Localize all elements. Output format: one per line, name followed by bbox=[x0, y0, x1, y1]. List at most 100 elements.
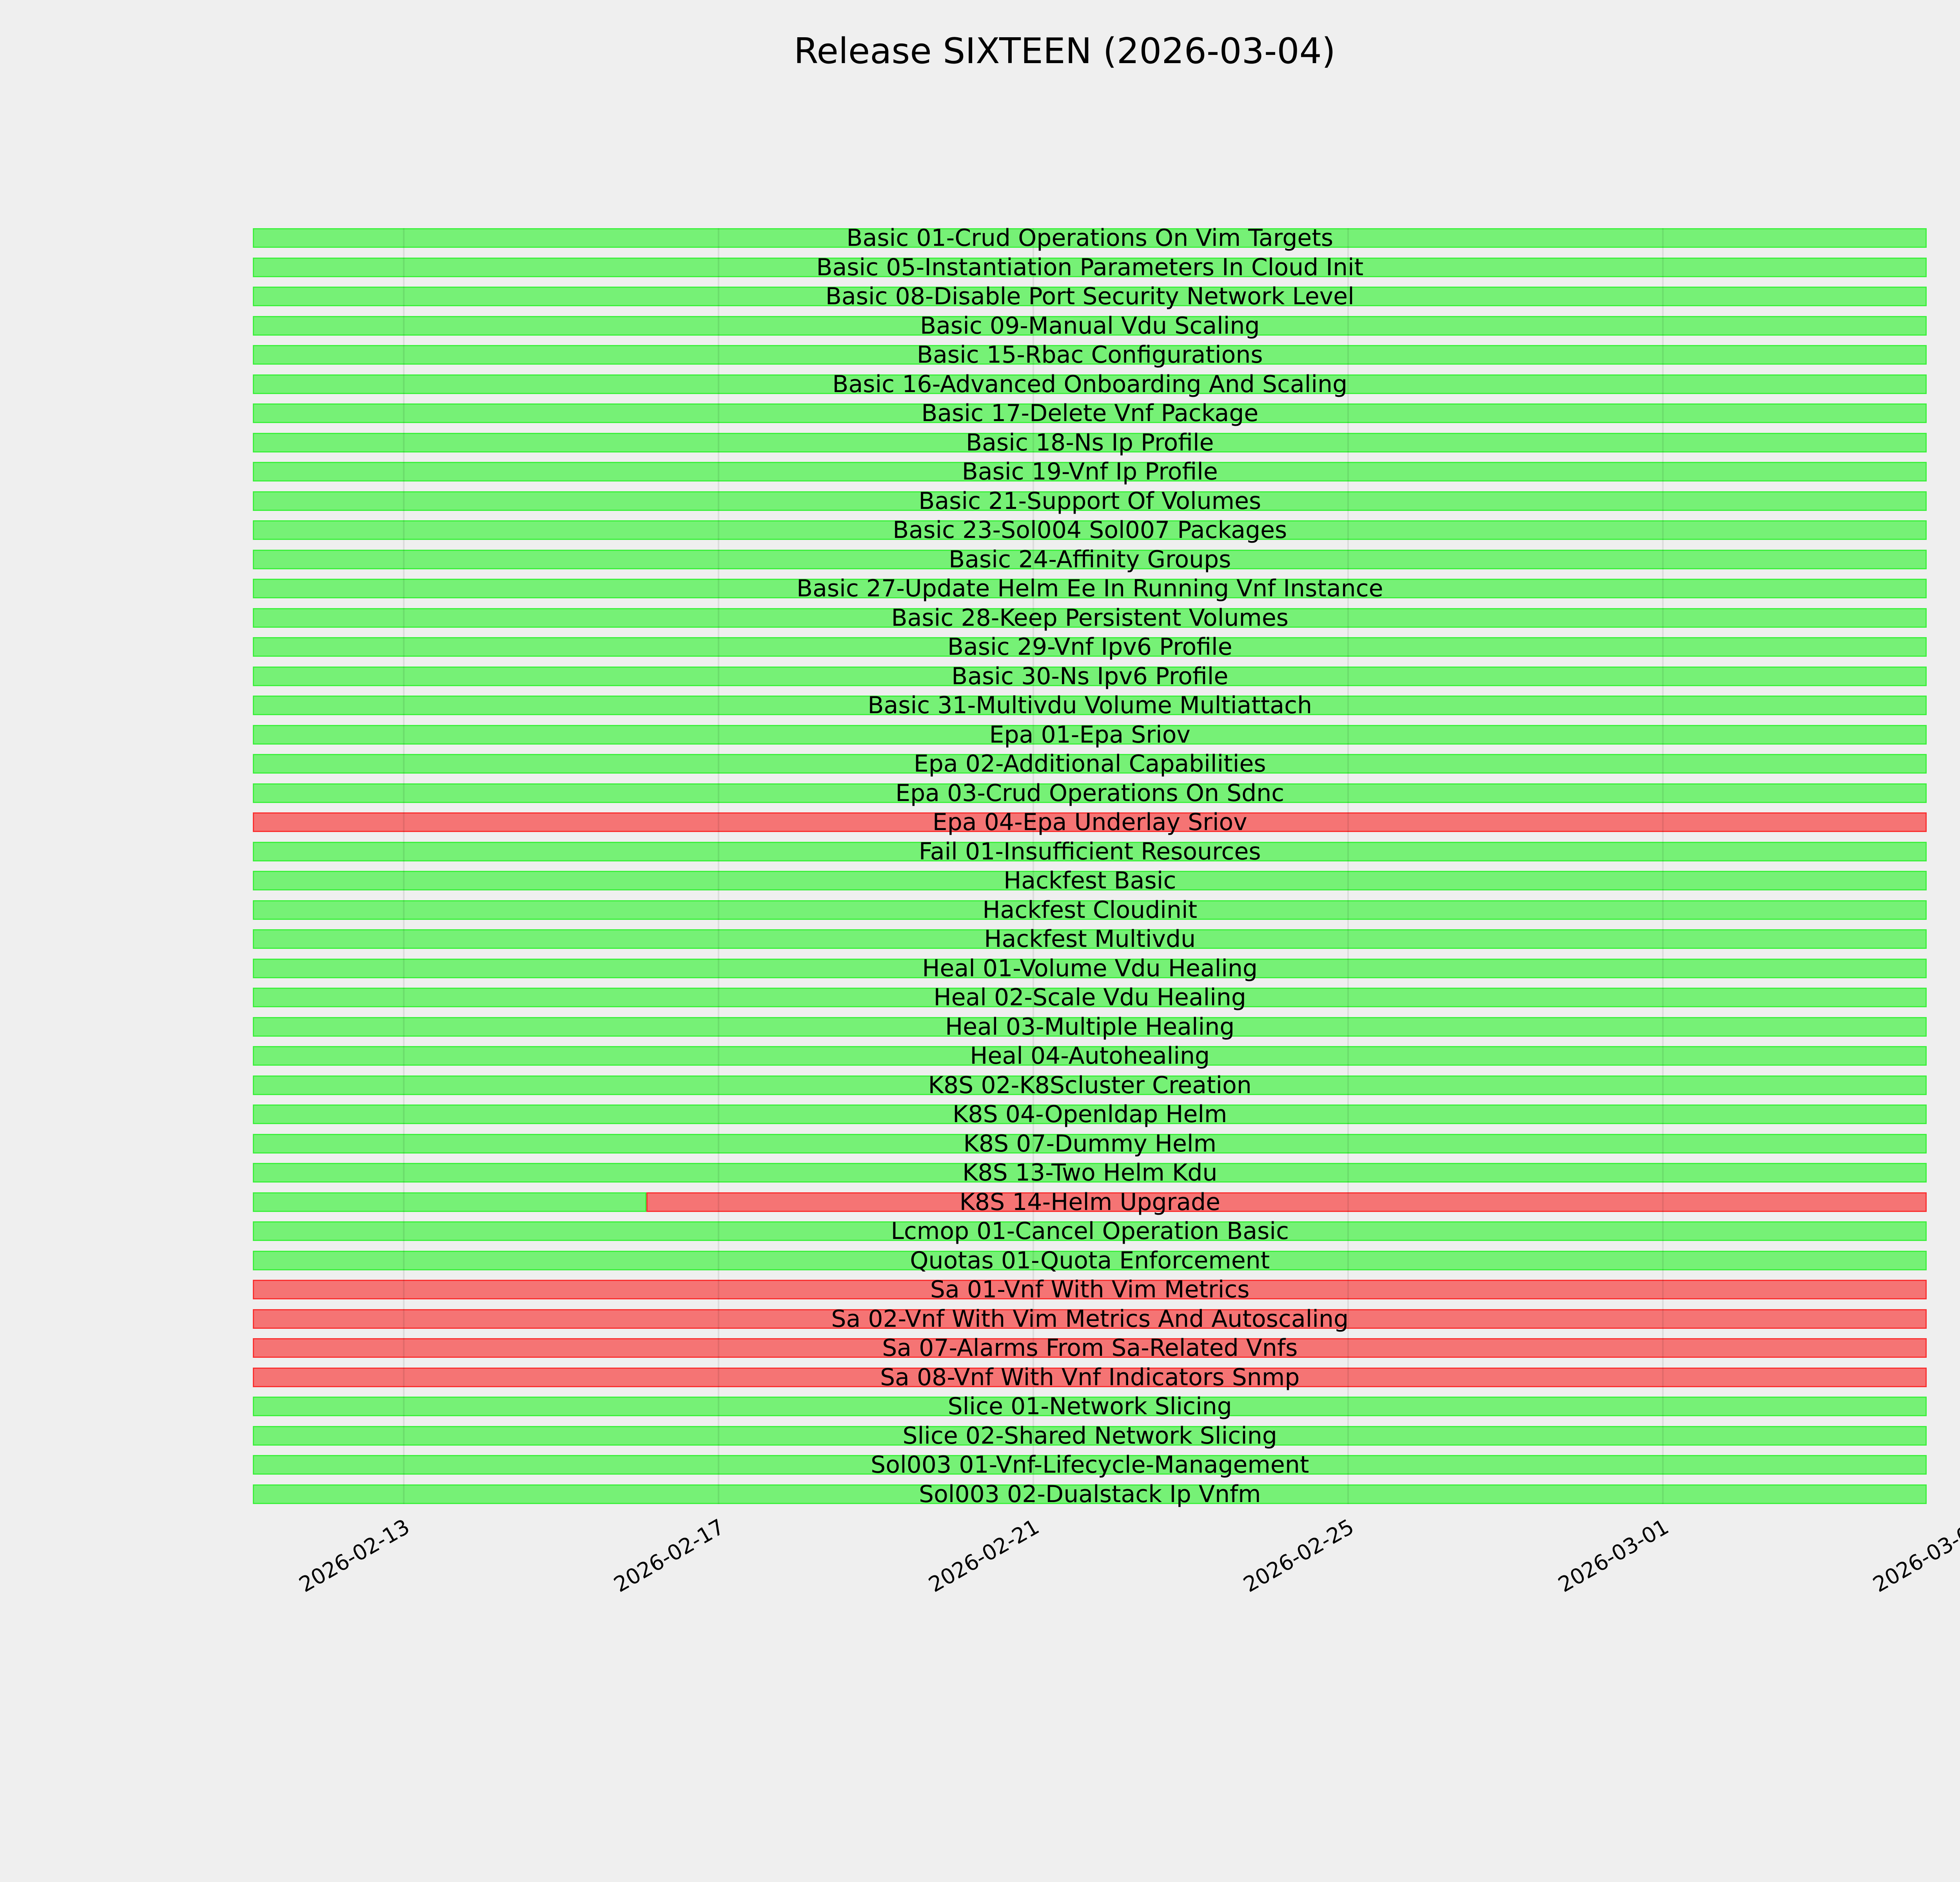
task-label: Quotas 01-Quota Enforcement bbox=[910, 1246, 1270, 1274]
task-row: Epa 01-Epa Sriov bbox=[0, 721, 1960, 748]
task-row: Basic 19-Vnf Ip Profile bbox=[0, 458, 1960, 485]
task-bar-segment bbox=[253, 637, 1927, 657]
task-label: Basic 17-Delete Vnf Package bbox=[921, 400, 1259, 427]
task-bar-segment bbox=[253, 1397, 1927, 1416]
task-bar-segment bbox=[253, 1017, 1927, 1037]
task-bar-segment bbox=[253, 1104, 1927, 1124]
task-bar-segment bbox=[253, 374, 1927, 394]
task-bar-segment bbox=[253, 812, 1927, 832]
task-bar-segment bbox=[253, 1280, 1927, 1299]
task-bar-segment bbox=[253, 783, 1927, 803]
task-label: Sol003 02-Dualstack Ip Vnfm bbox=[918, 1480, 1261, 1508]
x-tick-label: 2026-02-25 bbox=[1239, 1514, 1358, 1597]
task-label: Hackfest Basic bbox=[1004, 867, 1176, 894]
task-bar-segment bbox=[253, 929, 1927, 949]
task-row: Slice 02-Shared Network Slicing bbox=[0, 1422, 1960, 1450]
task-bar-segment bbox=[253, 666, 1927, 686]
task-bar-segment bbox=[253, 345, 1927, 365]
task-bar-segment bbox=[253, 1484, 1927, 1504]
task-row: Basic 30-Ns Ipv6 Profile bbox=[0, 665, 1960, 688]
task-label: Heal 04-Autohealing bbox=[970, 1042, 1210, 1070]
task-bar-segment bbox=[253, 1046, 1927, 1066]
task-bar-segment bbox=[253, 988, 1927, 1007]
task-label: K8S 13-Two Helm Kdu bbox=[962, 1159, 1218, 1186]
task-label: Sa 08-Vnf With Vnf Indicators Snmp bbox=[880, 1363, 1300, 1391]
task-bar-segment bbox=[253, 316, 1927, 336]
task-bar-segment bbox=[253, 1134, 1927, 1154]
task-row: Heal 04-Autohealing bbox=[0, 1042, 1960, 1070]
task-row: Basic 05-Instantiation Parameters In Clo… bbox=[0, 253, 1960, 281]
task-label: K8S 02-K8Scluster Creation bbox=[928, 1071, 1252, 1099]
task-row: Hackfest Multivdu bbox=[0, 925, 1960, 953]
task-bar-segment bbox=[253, 725, 1927, 745]
gridline bbox=[1662, 228, 1664, 1504]
task-label: Heal 03-Multiple Healing bbox=[945, 1013, 1235, 1041]
task-label: Basic 28-Keep Persistent Volumes bbox=[891, 604, 1289, 632]
task-bar-segment bbox=[253, 1163, 1927, 1183]
task-label: Lcmop 01-Cancel Operation Basic bbox=[891, 1217, 1289, 1245]
task-label: Basic 23-Sol004 Sol007 Packages bbox=[893, 516, 1287, 544]
task-row: Heal 01-Volume Vdu Healing bbox=[0, 954, 1960, 982]
task-label: Basic 15-Rbac Configurations bbox=[916, 341, 1263, 369]
task-label: K8S 14-Helm Upgrade bbox=[959, 1188, 1220, 1216]
task-label: Basic 18-Ns Ip Profile bbox=[965, 429, 1214, 456]
task-bar-segment bbox=[253, 549, 1927, 569]
x-tick-label: 2026-02-21 bbox=[924, 1514, 1044, 1597]
task-row: Sa 01-Vnf With Vim Metrics bbox=[0, 1278, 1960, 1301]
task-row: Basic 28-Keep Persistent Volumes bbox=[0, 604, 1960, 632]
task-bar-segment bbox=[253, 1426, 1927, 1446]
task-bar-segment bbox=[646, 1192, 1927, 1212]
task-row: K8S 13-Two Helm Kdu bbox=[0, 1159, 1960, 1186]
task-label: Basic 01-Crud Operations On Vim Targets bbox=[846, 224, 1334, 252]
task-row: K8S 07-Dummy Helm bbox=[0, 1130, 1960, 1157]
task-bar-segment bbox=[253, 462, 1927, 481]
task-bar-segment bbox=[253, 1367, 1927, 1387]
task-label: Basic 19-Vnf Ip Profile bbox=[962, 458, 1218, 485]
task-label: K8S 07-Dummy Helm bbox=[963, 1130, 1217, 1157]
task-label: Sa 07-Alarms From Sa-Related Vnfs bbox=[882, 1334, 1298, 1362]
gridline bbox=[403, 228, 405, 1504]
task-bar-segment bbox=[253, 754, 1927, 774]
task-label: Hackfest Cloudinit bbox=[982, 896, 1198, 924]
task-row: Slice 01-Network Slicing bbox=[0, 1395, 1960, 1418]
task-row: Basic 21-Support Of Volumes bbox=[0, 489, 1960, 513]
task-row: Basic 01-Crud Operations On Vim Targets bbox=[0, 224, 1960, 252]
task-label: Slice 02-Shared Network Slicing bbox=[902, 1422, 1278, 1450]
gridline bbox=[718, 228, 719, 1504]
task-row: Basic 24-Affinity Groups bbox=[0, 545, 1960, 573]
task-row: Lcmop 01-Cancel Operation Basic bbox=[0, 1217, 1960, 1245]
task-label: Hackfest Multivdu bbox=[984, 925, 1196, 953]
task-bar-segment bbox=[253, 608, 1927, 628]
x-tick-label: 2026-02-13 bbox=[295, 1514, 414, 1597]
task-row: K8S 04-Openldap Helm bbox=[0, 1101, 1960, 1128]
task-bar-segment bbox=[253, 696, 1927, 715]
task-row: Basic 16-Advanced Onboarding And Scaling bbox=[0, 372, 1960, 396]
task-row: Hackfest Cloudinit bbox=[0, 896, 1960, 924]
task-row: Basic 17-Delete Vnf Package bbox=[0, 400, 1960, 427]
task-label: K8S 04-Openldap Helm bbox=[953, 1101, 1227, 1128]
task-label: Basic 05-Instantiation Parameters In Clo… bbox=[816, 253, 1364, 281]
task-bar-segment bbox=[253, 841, 1927, 861]
task-bar-segment bbox=[253, 520, 1927, 540]
task-row: Basic 09-Manual Vdu Scaling bbox=[0, 314, 1960, 338]
task-row: Heal 03-Multiple Healing bbox=[0, 1013, 1960, 1041]
task-row: Sa 07-Alarms From Sa-Related Vnfs bbox=[0, 1334, 1960, 1362]
task-row: Basic 31-Multivdu Volume Multiattach bbox=[0, 694, 1960, 717]
gridline bbox=[1347, 228, 1349, 1504]
task-label: Heal 01-Volume Vdu Healing bbox=[922, 954, 1258, 982]
task-label: Sa 02-Vnf With Vim Metrics And Autoscali… bbox=[831, 1305, 1349, 1333]
task-row: Sa 02-Vnf With Vim Metrics And Autoscali… bbox=[0, 1305, 1960, 1333]
x-tick-label: 2026-03-05 bbox=[1869, 1514, 1960, 1597]
task-bar-segment bbox=[253, 579, 1927, 598]
x-tick-label: 2026-02-17 bbox=[610, 1514, 729, 1597]
task-label: Basic 24-Affinity Groups bbox=[949, 545, 1231, 573]
task-label: Basic 27-Update Helm Ee In Running Vnf I… bbox=[796, 575, 1383, 602]
task-row: Basic 18-Ns Ip Profile bbox=[0, 429, 1960, 456]
task-row: Basic 23-Sol004 Sol007 Packages bbox=[0, 516, 1960, 544]
task-label: Heal 02-Scale Vdu Healing bbox=[933, 984, 1247, 1011]
task-bar-segment bbox=[253, 1192, 646, 1212]
task-label: Epa 01-Epa Sriov bbox=[989, 721, 1191, 748]
task-row: Heal 02-Scale Vdu Healing bbox=[0, 984, 1960, 1011]
task-bar-segment bbox=[253, 1338, 1927, 1358]
